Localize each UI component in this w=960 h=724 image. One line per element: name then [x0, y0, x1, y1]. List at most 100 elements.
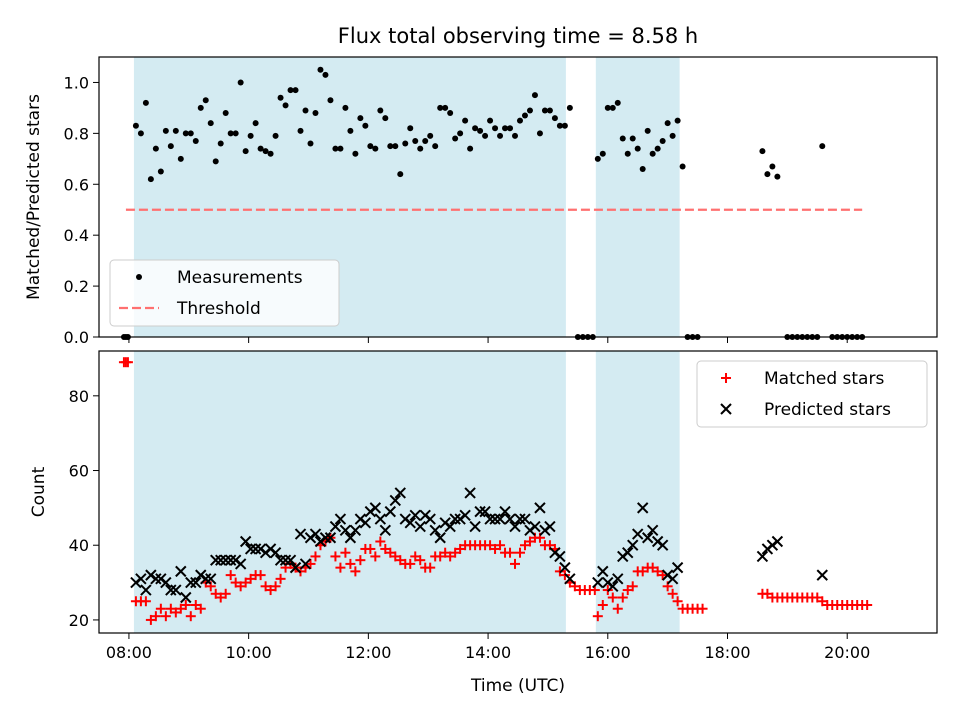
y-tick-label: 0.2 [64, 277, 89, 296]
predicted-star-point [534, 502, 546, 514]
predicted-star-point [309, 528, 322, 540]
measurement-point [467, 145, 474, 152]
predicted-star-point [185, 576, 197, 589]
matched-star-point [310, 551, 321, 562]
predicted-star-point [622, 546, 634, 559]
predicted-star-point [369, 502, 382, 514]
matched-star-point [195, 603, 206, 614]
measurement-point [222, 110, 229, 116]
predicted-star-point [190, 576, 202, 589]
predicted-star-point [394, 487, 406, 499]
measurement-point [262, 148, 269, 155]
cross-stroke-b [434, 532, 446, 544]
predicted-star-point [479, 505, 491, 518]
cross-stroke-b [519, 513, 531, 525]
cross-stroke-b [324, 532, 337, 544]
cross-stroke-b [329, 520, 342, 533]
predicted-star-point [284, 554, 297, 566]
predicted-star-point [349, 524, 362, 536]
x-tick-label: 14:00 [465, 643, 511, 662]
predicted-star-point [627, 539, 639, 551]
measurement-point [604, 104, 611, 111]
cross-stroke-b [379, 524, 392, 536]
cross-stroke-b [389, 494, 401, 507]
observing-interval-band [595, 57, 680, 337]
cross-stroke-b [484, 513, 496, 525]
predicted-star-point [319, 532, 332, 544]
matched-star-point [345, 558, 356, 569]
matched-star-point [255, 570, 266, 581]
axes-frame [98, 56, 938, 338]
predicted-star-point [494, 513, 506, 525]
legend: Matched stars Predicted stars [696, 360, 928, 428]
figure-title: Flux total observing time = 8.58 h [338, 24, 698, 48]
cross-stroke-b [165, 584, 177, 596]
measurement-point [337, 145, 344, 152]
measurement-point [644, 127, 651, 134]
predicted-star-point [529, 520, 541, 533]
matched-star-point [340, 547, 351, 558]
measurement-point [561, 122, 568, 129]
predicted-star-point [200, 573, 212, 585]
cross-stroke-b [656, 539, 669, 551]
predicted-star-point [165, 584, 177, 596]
matched-star-point [505, 547, 516, 558]
measurement-point [407, 125, 414, 132]
measurement-point [382, 115, 389, 122]
matched-star-point [370, 551, 381, 562]
y-axis-label: Count [29, 466, 49, 517]
measurement-point [536, 130, 543, 137]
cross-stroke-b [534, 502, 546, 514]
cross-stroke-b [299, 558, 312, 570]
matched-star-point [225, 570, 236, 581]
legend: Measurements Threshold [109, 259, 340, 327]
measurement-point [487, 117, 494, 124]
cross-stroke-b [219, 554, 232, 566]
x-tick-label: 16:00 [585, 643, 631, 662]
matched-star-point [862, 599, 873, 610]
predicted-star-point [274, 554, 287, 566]
measurement-point [147, 176, 154, 183]
matched-star-point [510, 558, 521, 569]
predicted-star-point [150, 573, 162, 585]
cross-stroke-b [359, 517, 372, 529]
cross-stroke-b [514, 513, 526, 525]
cross-stroke-b [564, 573, 576, 585]
predicted-star-point [404, 517, 416, 529]
cross-stroke-b [175, 565, 187, 578]
measurement-point [664, 120, 671, 127]
predicted-star-point [409, 509, 421, 522]
cross-stroke-b [279, 554, 292, 566]
measurement-point [599, 150, 606, 157]
predicted-star-point [559, 561, 571, 574]
cross-stroke-b [459, 509, 471, 522]
cross-stroke-b [636, 502, 649, 514]
matched-star-point [657, 570, 668, 581]
measurement-point [759, 148, 766, 155]
matched-star-point [180, 599, 191, 610]
predicted-star-point [219, 554, 232, 566]
cross-stroke-b [489, 513, 501, 525]
measurement-point [566, 104, 573, 111]
predicted-star-point [464, 487, 476, 499]
measurement-point [192, 138, 199, 144]
measurement-point [447, 110, 454, 116]
predicted-star-point [612, 573, 624, 585]
y-tick-label: 20 [69, 611, 89, 630]
predicted-star-point [379, 524, 392, 536]
cross-stroke-b [200, 573, 212, 585]
measurement-point [619, 135, 626, 142]
matched-star-point [375, 536, 386, 547]
measurement-point [769, 163, 776, 170]
measurement-point [609, 104, 616, 111]
measurement-point [457, 130, 464, 137]
y-tick-label: 80 [69, 387, 89, 406]
measurement-point [764, 171, 771, 178]
cross-stroke-b [135, 573, 147, 585]
predicted-star-point [607, 580, 619, 593]
cross-stroke-b [244, 543, 257, 555]
measurement-point [669, 132, 676, 139]
predicted-star-point [592, 576, 604, 589]
observing-interval-band [133, 351, 566, 633]
